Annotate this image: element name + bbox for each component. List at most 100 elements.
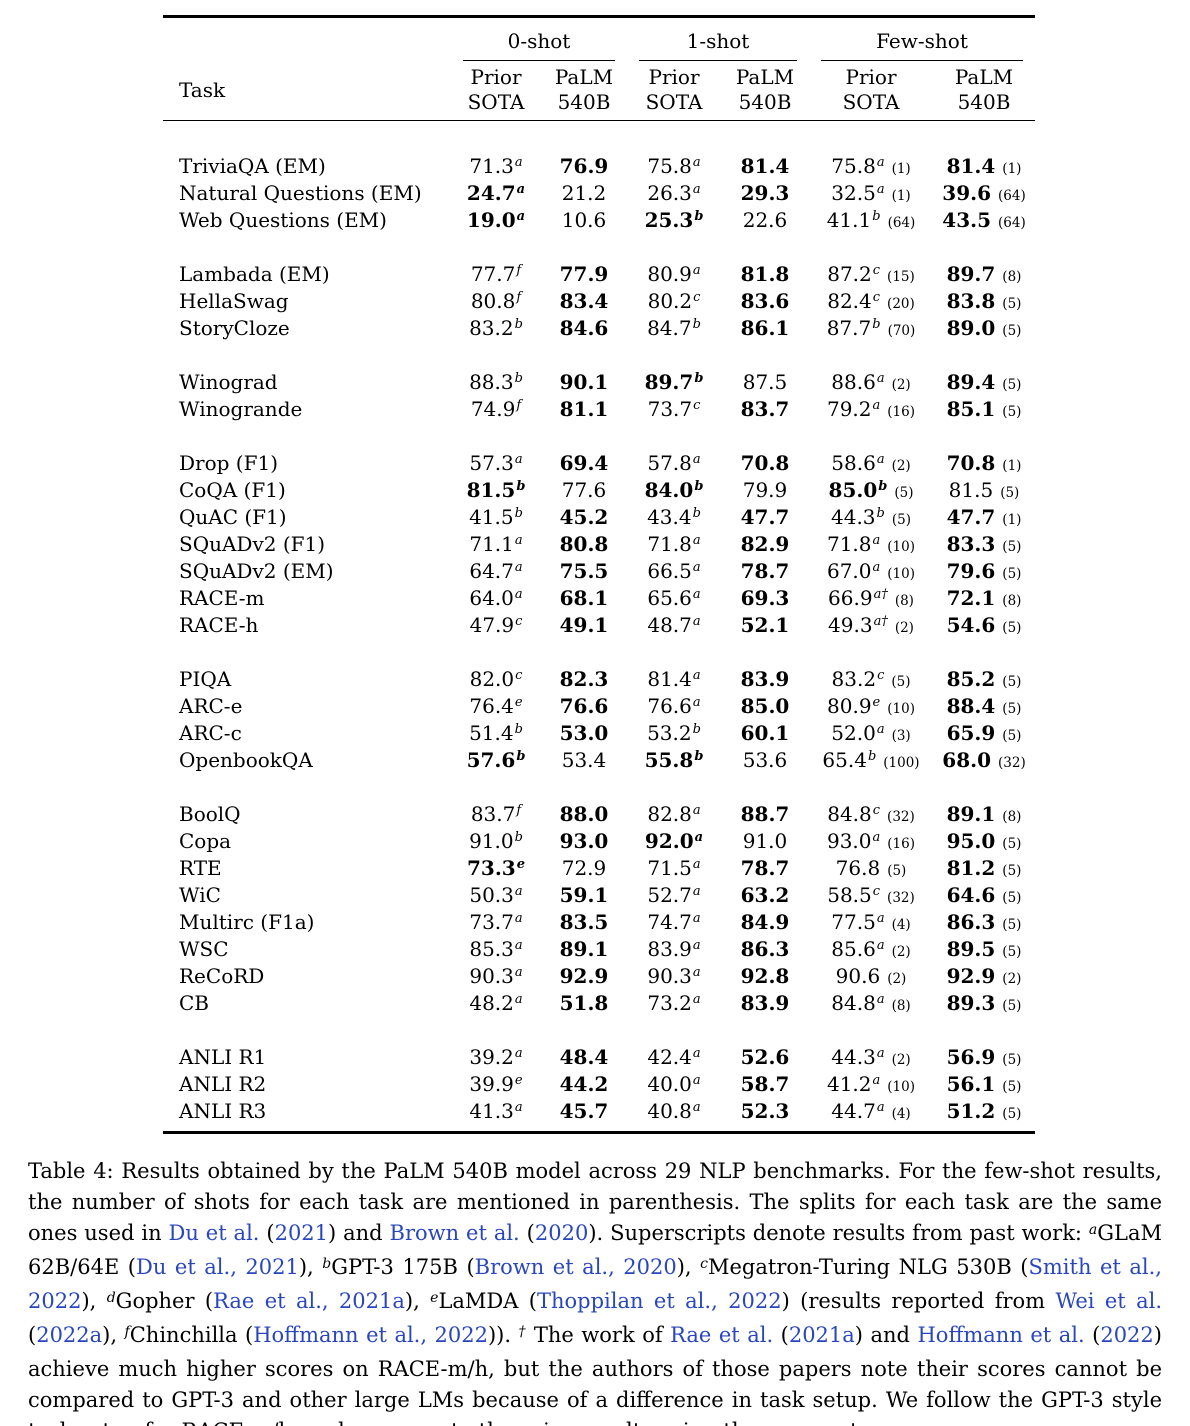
table-header: 0-shot 1-shot Few-shot Task Prior SOTA Pa… xyxy=(163,17,1035,121)
score-value: 53.4 xyxy=(561,748,607,772)
citation-superscript: a xyxy=(692,614,701,629)
score-value: 45.2 xyxy=(559,505,609,529)
score-cell-fewshot-palm-540b: 83.8 (5) xyxy=(933,288,1035,315)
score-cell-fewshot-palm-540b: 65.9 (5) xyxy=(933,720,1035,747)
citation-superscript: a xyxy=(514,587,523,602)
score-value: 77.9 xyxy=(559,262,609,286)
score-value: 29.3 xyxy=(740,181,790,205)
score-cell-1shot-palm-540b: 84.9 xyxy=(721,909,809,936)
task-label: TriviaQA (EM) xyxy=(179,154,326,178)
score-cell-0shot-palm-540b: 89.1 xyxy=(541,936,627,963)
task-label: ANLI R2 xyxy=(179,1072,267,1096)
citation-superscript: a xyxy=(692,857,701,872)
score-value: 83.9 xyxy=(740,991,790,1015)
citation-superscript: a xyxy=(872,1073,881,1088)
score-value: 84.8c xyxy=(827,802,881,826)
score-cell-fewshot-prior-sota: 44.7a (4) xyxy=(809,1098,933,1125)
score-cell-0shot-prior-sota: 57.6b xyxy=(451,747,541,774)
citation-link[interactable]: 2021 xyxy=(274,1221,329,1245)
citation-superscript: b xyxy=(694,209,704,224)
score-value: 84.0b xyxy=(644,478,704,502)
score-cell-1shot-prior-sota: 82.8a xyxy=(627,801,721,828)
group-spacer-row xyxy=(163,342,1035,369)
citation-link[interactable]: 2020 xyxy=(534,1221,589,1245)
citation-superscript: a xyxy=(876,1100,885,1115)
citation-superscript: b xyxy=(514,830,523,845)
citation-link[interactable]: Thoppilan et al., 2022 xyxy=(537,1289,782,1313)
shots-count: (5) xyxy=(891,674,911,690)
shots-count: (1) xyxy=(1002,512,1022,528)
task-label: Winogrande xyxy=(179,397,303,421)
citation-superscript: a xyxy=(876,992,885,1007)
score-cell-1shot-palm-540b: 86.1 xyxy=(721,315,809,342)
citation-superscript: a xyxy=(514,452,523,467)
citation-superscript: a xyxy=(872,560,881,575)
shots-count: (5) xyxy=(1002,701,1022,717)
score-value: 75.5 xyxy=(559,559,609,583)
score-value: 65.6a xyxy=(647,586,701,610)
citation-superscript: a xyxy=(692,911,701,926)
citation-superscript: a xyxy=(692,1073,701,1088)
citation-link[interactable]: 2022 xyxy=(1100,1323,1154,1347)
citation-superscript: b xyxy=(692,722,701,737)
citation-link[interactable]: Hoffmann et al. xyxy=(917,1323,1085,1347)
citation-link[interactable]: Brown et al. xyxy=(389,1221,520,1245)
caption-text: GLaM 62B/64E ( xyxy=(28,1221,1163,1279)
citation-superscript: b xyxy=(694,479,704,494)
score-cell-fewshot-prior-sota: 82.4c (20) xyxy=(809,288,933,315)
table-row: ANLI R3 41.3a 45.7 40.8a 52.3 44.7a (4) 51.2 (5) xyxy=(163,1098,1035,1125)
score-value: 81.5 xyxy=(948,478,994,502)
score-value: 81.4 xyxy=(946,154,996,178)
citation-link[interactable]: Rae et al. xyxy=(670,1323,774,1347)
shots-count: (32) xyxy=(887,890,915,906)
shots-count: (5) xyxy=(1002,890,1022,906)
score-cell-0shot-palm-540b: 45.2 xyxy=(541,504,627,531)
score-value: 51.8 xyxy=(559,991,609,1015)
task-label: StoryCloze xyxy=(179,316,290,340)
citation-link[interactable]: Smith et al., 2022 xyxy=(28,1255,1162,1313)
score-cell-fewshot-palm-540b: 89.5 (5) xyxy=(933,936,1035,963)
citation-superscript: a xyxy=(516,209,526,224)
citation-link[interactable]: 2022a xyxy=(36,1323,103,1347)
citation-link[interactable]: Rae et al., 2021a xyxy=(213,1289,405,1313)
score-value: 88.3b xyxy=(469,370,523,394)
shots-count: (100) xyxy=(883,755,920,771)
citation-link[interactable]: Wei et al. xyxy=(1055,1289,1163,1313)
score-value: 43.4b xyxy=(647,505,701,529)
score-value: 82.0c xyxy=(469,667,523,691)
score-cell-fewshot-prior-sota: 44.3a (2) xyxy=(809,1044,933,1071)
table-row: WiC 50.3a 59.1 52.7a 63.2 58.5c (32) 64.6 (5) xyxy=(163,882,1035,909)
score-value: 80.9a xyxy=(647,262,701,286)
table-bottom-pad xyxy=(163,1125,1035,1133)
task-label: ReCoRD xyxy=(179,964,265,988)
score-value: 91.0 xyxy=(742,829,788,853)
score-cell-0shot-palm-540b: 45.7 xyxy=(541,1098,627,1125)
score-value: 88.7 xyxy=(740,802,790,826)
score-value: 79.6 xyxy=(946,559,996,583)
score-cell-0shot-prior-sota: 74.9f xyxy=(451,396,541,423)
header-0shot-palm-540b: PaLM 540B xyxy=(541,60,627,121)
citation-link[interactable]: 2021a xyxy=(788,1323,855,1347)
score-value: 85.0b xyxy=(828,478,888,502)
citation-link[interactable]: Hoffmann et al., 2022 xyxy=(253,1323,488,1347)
citation-link[interactable]: Du et al. xyxy=(168,1221,260,1245)
score-value: 82.3 xyxy=(559,667,609,691)
citation-superscript: a xyxy=(692,965,701,980)
shots-count: (5) xyxy=(1002,620,1022,636)
score-cell-1shot-palm-540b: 83.9 xyxy=(721,990,809,1017)
score-value: 92.0a xyxy=(644,829,704,853)
header-fewshot-palm-540b: PaLM 540B xyxy=(933,60,1035,121)
score-cell-1shot-prior-sota: 84.0b xyxy=(627,477,721,504)
shots-count: (5) xyxy=(1002,323,1022,339)
score-value: 85.6a xyxy=(831,937,885,961)
table-row: OpenbookQA 57.6b 53.4 55.8b 53.6 65.4b (100) 68… xyxy=(163,747,1035,774)
score-value: 90.3a xyxy=(647,964,701,988)
score-cell-0shot-prior-sota: 48.2a xyxy=(451,990,541,1017)
shots-count: (5) xyxy=(1002,1106,1022,1122)
shots-count: (8) xyxy=(894,593,914,609)
citation-link[interactable]: Du et al., 2021 xyxy=(136,1255,299,1279)
score-value: 52.3 xyxy=(740,1099,790,1123)
score-value: 68.1 xyxy=(559,586,609,610)
citation-link[interactable]: Brown et al., 2020 xyxy=(474,1255,677,1279)
caption-text: ( xyxy=(519,1221,535,1245)
